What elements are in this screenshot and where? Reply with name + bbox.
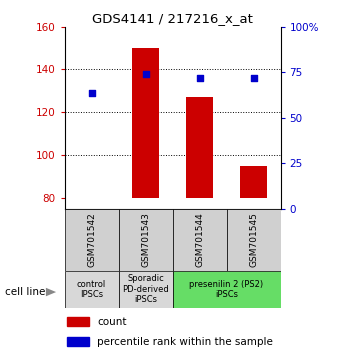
Bar <box>173 209 226 271</box>
Bar <box>226 209 280 271</box>
Text: GSM701543: GSM701543 <box>141 212 150 267</box>
Text: cell line: cell line <box>5 287 46 297</box>
Text: GSM701542: GSM701542 <box>87 212 96 267</box>
Text: GSM701544: GSM701544 <box>195 212 204 267</box>
Bar <box>67 337 89 346</box>
Bar <box>65 271 119 308</box>
Bar <box>119 271 172 308</box>
Text: GSM701545: GSM701545 <box>249 212 258 267</box>
Text: Sporadic
PD-derived
iPSCs: Sporadic PD-derived iPSCs <box>122 274 169 304</box>
Point <box>143 71 148 76</box>
Polygon shape <box>46 288 56 296</box>
Point <box>251 75 256 81</box>
Point <box>89 90 94 96</box>
Title: GDS4141 / 217216_x_at: GDS4141 / 217216_x_at <box>92 12 253 25</box>
Bar <box>132 48 159 198</box>
Bar <box>240 166 267 198</box>
Text: presenilin 2 (PS2)
iPSCs: presenilin 2 (PS2) iPSCs <box>189 280 264 299</box>
Text: control
IPSCs: control IPSCs <box>77 280 106 299</box>
Bar <box>67 317 89 326</box>
Bar <box>65 209 119 271</box>
Bar <box>186 97 213 198</box>
Text: percentile rank within the sample: percentile rank within the sample <box>97 337 273 347</box>
Bar <box>119 209 172 271</box>
Text: count: count <box>97 316 127 326</box>
Point <box>197 75 202 81</box>
Bar <box>173 271 280 308</box>
